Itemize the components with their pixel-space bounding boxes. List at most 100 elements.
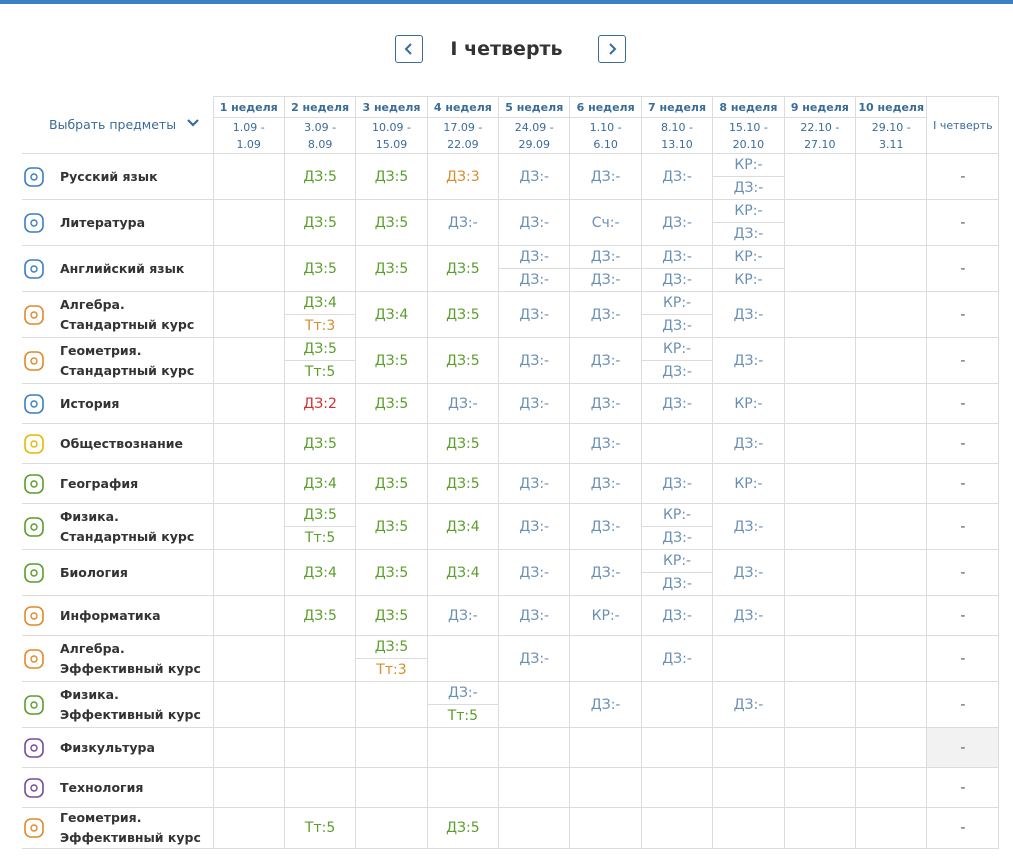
grade[interactable]: ДЗ:-: [448, 685, 478, 701]
subject-select[interactable]: Выбрать предметы: [22, 96, 214, 154]
grade[interactable]: ДЗ:-: [641, 314, 713, 337]
grade[interactable]: ДЗ:-: [713, 222, 784, 245]
grade[interactable]: ДЗ:-: [733, 696, 764, 713]
grade[interactable]: ДЗ:-: [641, 572, 713, 595]
grade[interactable]: ДЗ:-: [590, 696, 621, 713]
grade[interactable]: ДЗ:-: [519, 518, 550, 535]
grade[interactable]: Тт:5: [284, 360, 356, 383]
grade[interactable]: ДЗ:5: [303, 260, 337, 277]
grade[interactable]: ДЗ:-: [448, 607, 478, 624]
grade[interactable]: КР:-: [662, 295, 692, 311]
grade[interactable]: ДЗ:-: [662, 395, 692, 412]
grade[interactable]: КР:-: [591, 607, 620, 624]
grade[interactable]: ДЗ:5: [374, 214, 409, 231]
grade[interactable]: ДЗ:5: [446, 820, 480, 836]
grade[interactable]: ДЗ:-: [590, 475, 621, 492]
grade[interactable]: ДЗ:-: [519, 352, 550, 369]
grade[interactable]: Тт:3: [284, 314, 356, 337]
grade[interactable]: ДЗ:-: [662, 475, 692, 492]
grade[interactable]: ДЗ:-: [733, 607, 764, 624]
grade[interactable]: ДЗ:5: [374, 564, 409, 581]
grade[interactable]: ДЗ:5: [446, 435, 480, 452]
grade[interactable]: ДЗ:-: [519, 214, 550, 231]
grade[interactable]: ДЗ:2: [303, 395, 337, 412]
grade[interactable]: ДЗ:-: [590, 306, 621, 323]
grade[interactable]: ДЗ:-: [641, 360, 713, 383]
grade[interactable]: ДЗ:-: [733, 306, 764, 323]
grade[interactable]: ДЗ:-: [733, 518, 764, 535]
grade[interactable]: ДЗ:5: [374, 168, 409, 185]
grade[interactable]: ДЗ:-: [662, 607, 692, 624]
grade[interactable]: ДЗ:-: [499, 268, 570, 291]
grade[interactable]: КР:-: [662, 341, 692, 357]
grade[interactable]: КР:-: [662, 507, 692, 523]
grade[interactable]: ДЗ:-: [713, 176, 784, 199]
grade[interactable]: ДЗ:-: [662, 214, 692, 231]
grade[interactable]: ДЗ:5: [446, 306, 480, 323]
grade[interactable]: ДЗ:5: [446, 352, 480, 369]
grade[interactable]: ДЗ:5: [374, 260, 409, 277]
prev-button[interactable]: [395, 35, 423, 63]
grade[interactable]: ДЗ:-: [519, 650, 550, 667]
grade[interactable]: КР:-: [734, 249, 763, 265]
grade[interactable]: ДЗ:-: [590, 352, 621, 369]
grade[interactable]: ДЗ:3: [446, 168, 480, 185]
grade[interactable]: ДЗ:-: [519, 249, 550, 265]
grade[interactable]: ДЗ:5: [374, 639, 409, 655]
grade[interactable]: ДЗ:-: [733, 352, 764, 369]
grade[interactable]: ДЗ:-: [519, 306, 550, 323]
grade[interactable]: ДЗ:5: [374, 518, 409, 535]
grade[interactable]: ДЗ:-: [590, 249, 621, 265]
grade[interactable]: ДЗ:5: [303, 435, 337, 452]
grade[interactable]: ДЗ:-: [590, 435, 621, 452]
grade[interactable]: ДЗ:-: [519, 607, 550, 624]
grade[interactable]: ДЗ:-: [590, 564, 621, 581]
grade[interactable]: ДЗ:-: [519, 564, 550, 581]
grade[interactable]: ДЗ:-: [590, 168, 621, 185]
grade[interactable]: ДЗ:-: [519, 168, 550, 185]
grade[interactable]: КР:-: [713, 268, 784, 291]
grade[interactable]: КР:-: [734, 395, 763, 412]
grade[interactable]: ДЗ:-: [570, 268, 641, 291]
grade[interactable]: Сч:-: [591, 214, 620, 231]
grade[interactable]: Тт:5: [304, 820, 336, 836]
grade[interactable]: Тт:3: [356, 658, 427, 681]
grade[interactable]: ДЗ:-: [590, 395, 621, 412]
grade[interactable]: ДЗ:-: [662, 650, 692, 667]
grade[interactable]: ДЗ:5: [303, 607, 337, 624]
grade[interactable]: ДЗ:-: [519, 395, 550, 412]
grade[interactable]: КР:-: [734, 203, 763, 219]
grade[interactable]: ДЗ:4: [303, 475, 337, 492]
grade[interactable]: ДЗ:-: [519, 475, 550, 492]
grade[interactable]: ДЗ:5: [303, 507, 337, 523]
grade[interactable]: ДЗ:5: [446, 475, 480, 492]
grade[interactable]: ДЗ:5: [446, 260, 480, 277]
grade[interactable]: Тт:5: [284, 526, 356, 549]
grade[interactable]: ДЗ:5: [303, 214, 337, 231]
grade[interactable]: ДЗ:-: [448, 395, 478, 412]
grade[interactable]: ДЗ:5: [374, 607, 409, 624]
grade[interactable]: КР:-: [734, 475, 763, 492]
grade[interactable]: ДЗ:-: [733, 564, 764, 581]
grade[interactable]: ДЗ:4: [446, 564, 480, 581]
grade[interactable]: ДЗ:4: [374, 306, 409, 323]
next-button[interactable]: [598, 35, 626, 63]
grade[interactable]: ДЗ:-: [662, 168, 692, 185]
grade[interactable]: ДЗ:5: [303, 341, 337, 357]
grade[interactable]: ДЗ:5: [374, 475, 409, 492]
grade[interactable]: Тт:5: [427, 704, 499, 727]
grade[interactable]: ДЗ:4: [446, 518, 480, 535]
grade[interactable]: ДЗ:4: [303, 295, 337, 311]
grade[interactable]: ДЗ:-: [662, 249, 692, 265]
grade[interactable]: ДЗ:-: [641, 268, 713, 291]
grade[interactable]: ДЗ:-: [641, 526, 713, 549]
grade[interactable]: ДЗ:4: [303, 564, 337, 581]
grade[interactable]: ДЗ:-: [448, 214, 478, 231]
grade[interactable]: ДЗ:5: [303, 168, 337, 185]
grade[interactable]: ДЗ:-: [733, 435, 764, 452]
grade[interactable]: КР:-: [734, 157, 763, 173]
grade[interactable]: ДЗ:5: [374, 352, 409, 369]
grade[interactable]: ДЗ:5: [374, 395, 409, 412]
grade[interactable]: КР:-: [662, 553, 692, 569]
grade[interactable]: ДЗ:-: [590, 518, 621, 535]
